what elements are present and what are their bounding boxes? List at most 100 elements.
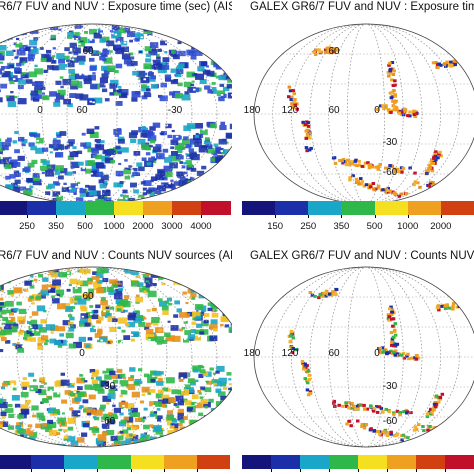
coverage-tile [319, 292, 323, 296]
coverage-tile [151, 317, 160, 323]
coverage-tile [200, 40, 205, 44]
coverage-tile [167, 134, 173, 139]
coverage-tile [228, 378, 232, 381]
coverage-tile [326, 51, 331, 54]
coverage-tile [170, 79, 179, 85]
coverage-tile [293, 103, 297, 107]
coverage-tile [211, 442, 218, 447]
coverage-tile [386, 108, 391, 112]
coverage-tile [130, 338, 135, 342]
coverage-tile [186, 71, 195, 78]
coverage-tile [381, 104, 385, 108]
coverage-tile [70, 324, 74, 327]
coverage-tile [27, 162, 35, 168]
coverage-tile [15, 42, 23, 48]
coverage-tile [180, 446, 184, 447]
coverage-tile [357, 163, 361, 167]
coverage-tile [42, 398, 49, 403]
coverage-tile [142, 187, 148, 191]
coverage-tile [94, 333, 102, 338]
coverage-tile [132, 167, 138, 172]
coverage-tile [103, 149, 110, 154]
coverage-tile [162, 69, 167, 73]
coverage-tile [61, 412, 65, 415]
coverage-tile [369, 427, 373, 431]
coverage-gap [228, 409, 232, 412]
coverage-tile [37, 443, 44, 447]
coverage-gap [143, 78, 146, 81]
coverage-tile [19, 78, 23, 81]
coverage-tile [416, 181, 420, 185]
coverage-tile [30, 90, 38, 96]
coverage-tile [7, 404, 13, 408]
coverage-tile [166, 421, 172, 426]
coverage-tile [351, 174, 355, 178]
coverage-tile [170, 146, 175, 150]
coverage-gap [30, 35, 33, 38]
coverage-tile [148, 72, 154, 77]
coverage-tile [200, 398, 208, 405]
coverage-tile [63, 303, 71, 309]
coverage-tile [376, 186, 381, 190]
coverage-tile [91, 314, 99, 319]
colorbar-tick [201, 215, 202, 218]
coverage-tile [390, 69, 394, 73]
coverage-tile [90, 170, 98, 176]
coverage-tile [359, 177, 363, 181]
coverage-tile [125, 403, 135, 409]
coverage-tile [223, 160, 230, 165]
coverage-tile [37, 342, 42, 346]
coverage-tile [85, 168, 93, 174]
coverage-tile [115, 44, 120, 48]
coverage-tile [90, 83, 98, 90]
coverage-tile [0, 310, 7, 315]
coverage-gap [177, 48, 181, 51]
coverage-tile [79, 188, 87, 194]
coverage-tile [218, 138, 227, 145]
coverage-tile [38, 389, 47, 395]
coverage-tile [382, 107, 386, 111]
coverage-tile [144, 326, 150, 330]
coverage-tile [215, 370, 220, 374]
coverage-tile [14, 130, 19, 134]
coverage-gap [26, 341, 29, 344]
coverage-tile [152, 59, 161, 66]
coverage-tile [29, 285, 35, 289]
coverage-tile [166, 271, 172, 275]
coverage-tile [29, 39, 38, 46]
coverage-tile [201, 61, 208, 67]
coverage-tile [2, 316, 9, 321]
coverage-tile [289, 330, 294, 334]
coverage-gap [92, 101, 95, 104]
coverage-tile [187, 163, 193, 168]
coverage-tile [202, 372, 209, 376]
coverage-tile [291, 336, 295, 340]
coverage-tile [67, 426, 74, 431]
coverage-tile [20, 408, 30, 415]
coverage-gap [175, 277, 178, 280]
coverage-tile [124, 167, 128, 170]
coverage-gap [81, 147, 84, 150]
coverage-tile [216, 365, 225, 372]
coverage-tile [71, 306, 76, 309]
coverage-tile [451, 186, 455, 190]
coverage-tile [95, 304, 101, 309]
coverage-gap [114, 33, 118, 36]
coverage-tile [310, 293, 315, 297]
coverage-tile [147, 392, 152, 395]
coverage-tile [4, 24, 9, 28]
coverage-tile [36, 90, 42, 95]
coverage-tile [83, 78, 92, 85]
coverage-tile [133, 189, 139, 194]
colorbar-segment [85, 201, 115, 215]
coverage-tile [28, 142, 35, 147]
coverage-tile [22, 61, 26, 64]
coverage-tile [447, 63, 452, 67]
coverage-tile [444, 64, 448, 68]
coverage-tile [209, 335, 218, 341]
coverage-tile [62, 320, 71, 326]
coverage-gap [81, 315, 85, 318]
coverage-gap [223, 329, 227, 332]
coverage-tile [151, 156, 155, 159]
coverage-tile [96, 320, 102, 324]
